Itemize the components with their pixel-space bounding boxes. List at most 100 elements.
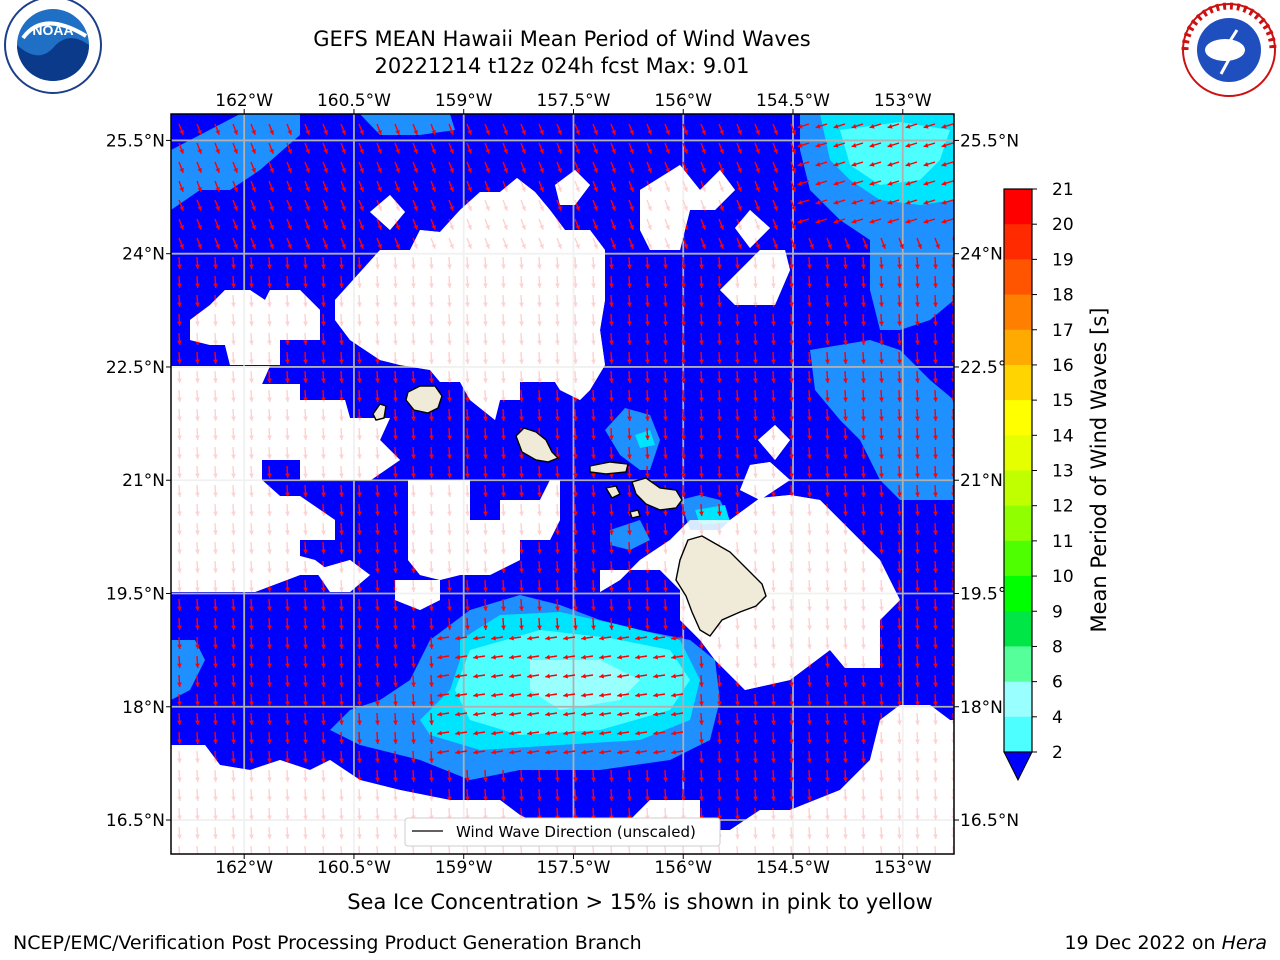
wind-wave-vector bbox=[736, 161, 742, 174]
wind-wave-vector bbox=[897, 465, 902, 479]
wind-wave-vector bbox=[628, 180, 634, 193]
wind-wave-vector bbox=[699, 294, 704, 308]
wind-wave-vector bbox=[609, 541, 614, 555]
wind-wave-vector bbox=[303, 750, 308, 764]
wind-wave-vector bbox=[879, 541, 884, 555]
wind-wave-vector bbox=[843, 313, 848, 327]
wind-wave-vector bbox=[465, 427, 470, 441]
wind-wave-vector bbox=[753, 788, 758, 802]
wind-wave-vector bbox=[610, 180, 616, 193]
island-molokai bbox=[589, 461, 629, 475]
wind-wave-vector bbox=[358, 237, 364, 250]
wind-wave-vector bbox=[815, 218, 828, 224]
wind-wave-vector bbox=[627, 370, 632, 384]
wind-wave-vector bbox=[699, 313, 704, 327]
colorbar-segment bbox=[1004, 716, 1032, 753]
wind-wave-vector bbox=[286, 161, 292, 174]
wind-wave-vector bbox=[833, 180, 846, 186]
wind-wave-vector bbox=[448, 199, 454, 212]
wind-wave-vector bbox=[412, 218, 418, 231]
wind-wave-vector bbox=[627, 788, 632, 802]
wind-wave-vector bbox=[843, 465, 848, 479]
colorbar-tick-label: 19 bbox=[1052, 250, 1074, 270]
wind-wave-vector bbox=[897, 560, 902, 574]
wind-wave-vector bbox=[437, 730, 450, 736]
wind-wave-vector bbox=[484, 180, 490, 193]
wind-wave-vector bbox=[825, 408, 830, 422]
wind-wave-vector bbox=[267, 636, 272, 650]
wind-wave-vector bbox=[646, 123, 652, 136]
wind-wave-vector bbox=[538, 161, 544, 174]
wind-wave-vector bbox=[357, 484, 362, 498]
wind-wave-vector bbox=[466, 180, 472, 193]
wind-wave-vector bbox=[538, 142, 544, 155]
wind-wave-vector bbox=[682, 237, 688, 250]
wind-wave-vector bbox=[851, 199, 864, 205]
wind-wave-vector bbox=[501, 465, 506, 479]
colorbar-tick-label: 14 bbox=[1052, 426, 1074, 446]
wind-wave-vector bbox=[915, 655, 920, 669]
wind-wave-vector bbox=[915, 275, 920, 289]
wind-wave-vector bbox=[699, 769, 704, 783]
wind-wave-vector bbox=[483, 769, 488, 783]
wind-wave-vector bbox=[591, 598, 596, 612]
wind-wave-vector bbox=[303, 655, 308, 669]
wind-wave-vector bbox=[303, 617, 308, 631]
wind-wave-vector bbox=[537, 541, 542, 555]
wind-wave-vector bbox=[491, 654, 504, 660]
wind-wave-vector bbox=[437, 635, 450, 641]
wind-wave-vector bbox=[627, 408, 632, 422]
wind-wave-vector bbox=[699, 351, 704, 365]
wind-wave-vector bbox=[393, 598, 398, 612]
wind-wave-vector bbox=[429, 750, 434, 764]
wind-wave-vector bbox=[574, 161, 580, 174]
wind-wave-vector bbox=[509, 673, 522, 679]
wind-wave-vector bbox=[213, 351, 218, 365]
wind-wave-vector bbox=[789, 275, 794, 289]
wind-wave-vector bbox=[933, 522, 938, 536]
wind-wave-vector bbox=[879, 389, 884, 403]
wind-wave-vector bbox=[178, 218, 184, 231]
wind-wave-vector bbox=[718, 142, 724, 155]
wind-wave-vector bbox=[628, 218, 634, 231]
wind-wave-vector bbox=[231, 750, 236, 764]
wind-wave-vector bbox=[214, 161, 220, 174]
wind-wave-vector bbox=[717, 370, 722, 384]
wind-wave-vector bbox=[663, 427, 668, 441]
wind-wave-vector bbox=[717, 313, 722, 327]
wind-wave-vector bbox=[897, 541, 902, 555]
wind-wave-vector bbox=[268, 123, 274, 136]
wind-wave-vector bbox=[178, 199, 184, 212]
wind-wave-vector bbox=[627, 294, 632, 308]
wave-period-contour bbox=[171, 114, 300, 210]
wind-wave-vector bbox=[627, 579, 632, 593]
lon-label-top: 157.5°W bbox=[536, 91, 610, 111]
wind-wave-vector bbox=[754, 161, 760, 174]
wind-wave-vector bbox=[340, 180, 346, 193]
wind-wave-vector bbox=[483, 617, 488, 631]
wind-wave-vector bbox=[412, 142, 418, 155]
wind-wave-vector bbox=[599, 692, 612, 698]
wind-wave-vector bbox=[772, 142, 778, 155]
wind-wave-vector bbox=[375, 579, 380, 593]
wind-wave-vector bbox=[437, 692, 450, 698]
wind-wave-vector bbox=[663, 598, 668, 612]
wind-wave-vector bbox=[321, 598, 326, 612]
wind-wave-vector bbox=[789, 788, 794, 802]
wind-wave-vector bbox=[285, 655, 290, 669]
wind-wave-vector bbox=[177, 693, 182, 707]
wind-wave-vector bbox=[869, 142, 882, 148]
wind-wave-vector bbox=[825, 351, 830, 365]
wind-wave-vector bbox=[304, 237, 310, 250]
colorbar-segment bbox=[1004, 189, 1032, 225]
wind-wave-vector bbox=[833, 161, 846, 167]
wind-wave-vector bbox=[879, 484, 884, 498]
colorbar-tick-label: 10 bbox=[1052, 567, 1074, 587]
map-frame bbox=[170, 113, 955, 855]
wind-wave-vector bbox=[267, 465, 272, 479]
wind-wave-vector bbox=[897, 275, 902, 289]
wind-wave-vector bbox=[358, 199, 364, 212]
wind-wave-vector bbox=[430, 161, 436, 174]
wind-wave-vector bbox=[178, 123, 184, 136]
colorbar-tick-label: 20 bbox=[1052, 215, 1074, 235]
